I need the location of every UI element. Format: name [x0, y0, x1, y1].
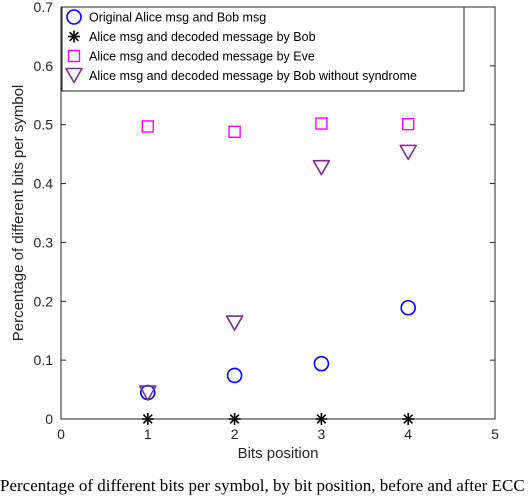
x-tick-label: 5	[491, 426, 499, 442]
y-tick-label: 0.5	[34, 117, 54, 133]
chart-figure: 0 1 2 3 4 5 0 0.1 0.2 0.3 0.4 0.5 0.6 0.7 Original Al…	[10, 0, 500, 462]
x-tick-label: 2	[231, 426, 239, 442]
data-point	[312, 159, 331, 176]
y-tick-label: 0.7	[34, 0, 54, 15]
data-point	[141, 413, 154, 425]
x-tick-label: 4	[404, 426, 412, 442]
legend-label: Original Alice msg and Bob msg	[89, 11, 266, 25]
y-tick-label: 0.6	[34, 58, 54, 74]
x-tick-label: 3	[318, 426, 326, 442]
y-tick-label: 0	[45, 411, 53, 427]
legend-entry: Alice msg and decoded message by Eve	[67, 49, 315, 64]
legend-marker	[67, 49, 81, 63]
x-tick-label: 1	[144, 426, 152, 442]
legend-entry: Alice msg and decoded message by Bob	[68, 30, 316, 44]
legend-marker	[65, 67, 83, 84]
data-point	[226, 367, 243, 384]
data-marks	[139, 117, 418, 425]
series-2	[141, 413, 415, 425]
data-point	[139, 385, 157, 401]
legend-box	[61, 6, 465, 92]
data-point	[315, 413, 328, 425]
data-point	[228, 413, 241, 425]
legend-label: Alice msg and decoded message by Bob wit…	[89, 69, 417, 83]
legend-marker	[66, 9, 82, 25]
y-tick-label: 0.2	[34, 293, 54, 309]
x-tick-label: 0	[57, 426, 65, 442]
data-point	[399, 144, 418, 161]
y-axis-label: Percentage of different bits per symbol	[10, 85, 27, 342]
y-tick-label: 0.4	[34, 176, 54, 192]
y-tick-label: 0.3	[34, 234, 54, 250]
series-4	[139, 144, 418, 401]
data-point	[400, 299, 417, 316]
legend-entry: Original Alice msg and Bob msg	[66, 9, 266, 25]
y-tick-label: 0.1	[34, 352, 54, 368]
legend-entry: Alice msg and decoded message by Bob wit…	[65, 67, 417, 84]
data-point	[228, 125, 241, 138]
legend: Original Alice msg and Bob msg Alice msg …	[61, 6, 465, 92]
figure-caption: Percentage of different bits per symbol,…	[0, 476, 525, 495]
data-point	[402, 117, 415, 131]
data-point	[141, 120, 155, 133]
data-point	[313, 355, 330, 372]
series-3	[141, 117, 415, 138]
x-axis-label: Bits position	[238, 445, 319, 462]
data-point	[402, 413, 415, 425]
legend-marker	[68, 30, 80, 43]
legend-label: Alice msg and decoded message by Bob	[89, 30, 316, 44]
legend-label: Alice msg and decoded message by Eve	[89, 50, 315, 64]
data-point	[315, 117, 328, 130]
data-point	[225, 315, 244, 331]
axis-ticks: 0 1 2 3 4 5 0 0.1 0.2 0.3 0.4 0.5 0.6 0.7	[34, 0, 500, 442]
